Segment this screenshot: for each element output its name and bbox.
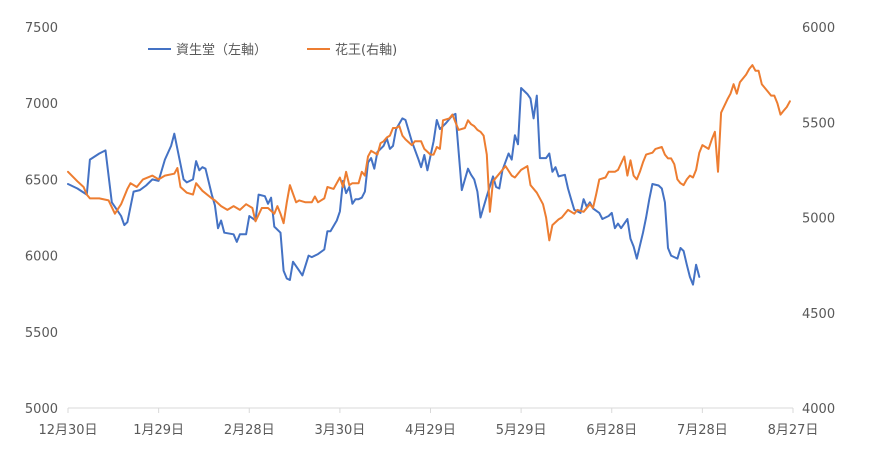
series-line-shiseido <box>67 87 701 286</box>
series-line-kao <box>67 64 791 242</box>
x-axis-tick-label: 7月28日 <box>677 423 728 438</box>
x-axis-tick-label: 6月28日 <box>586 423 637 438</box>
x-axis-tick-label: 3月30日 <box>314 423 365 438</box>
x-axis-ticks: 12月30日 1月29日 2月28日 3月30日 4月29日 5月29日 6月28日 7月28… <box>38 408 818 438</box>
legend-label: 花王(右軸) <box>335 42 397 58</box>
right-axis-tick-label: 4500 <box>802 307 835 322</box>
right-axis-tick-label: 5500 <box>802 116 835 131</box>
x-axis-tick-label: 2月28日 <box>224 423 275 438</box>
right-axis-ticks: 4000 4500 5000 5500 6000 <box>802 21 835 417</box>
x-axis-tick-label: 4月29日 <box>405 423 456 438</box>
legend-label: 資生堂（左軸） <box>176 43 267 58</box>
right-axis-tick-label: 5000 <box>802 212 835 227</box>
x-axis-tick-label: 5月29日 <box>496 423 547 438</box>
left-axis-tick-label: 7000 <box>25 97 58 112</box>
left-axis-tick-label: 5000 <box>25 402 58 417</box>
x-axis-tick-label: 1月29日 <box>133 423 184 438</box>
left-axis-ticks: 5000 5500 6000 6500 7000 7500 <box>25 21 58 417</box>
left-axis-tick-label: 7500 <box>25 21 58 36</box>
left-axis-tick-label: 6500 <box>25 173 58 188</box>
left-axis-tick-label: 5500 <box>25 326 58 341</box>
series-lines <box>67 64 791 286</box>
legend: 資生堂（左軸） 花王(右軸) <box>148 42 397 58</box>
x-axis-tick-label: 8月27日 <box>768 423 819 438</box>
x-axis-tick-label: 12月30日 <box>38 423 97 438</box>
left-axis-tick-label: 6000 <box>25 250 58 265</box>
right-axis-tick-label: 4000 <box>802 402 835 417</box>
right-axis-tick-label: 6000 <box>802 21 835 36</box>
